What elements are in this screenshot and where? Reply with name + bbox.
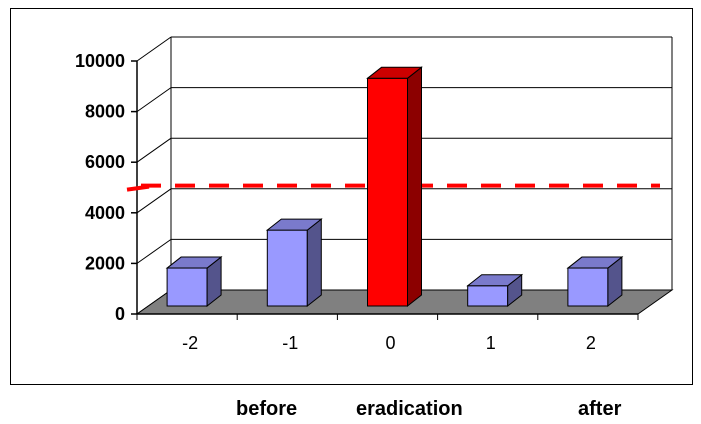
label-before: before [236,398,298,420]
xtick-label-1: -1 [282,333,298,353]
threshold-line-front-stub [126,184,150,192]
bar-0 [166,267,208,307]
bar-2 [367,77,408,307]
label-eradication: eradication [356,398,463,420]
label-after: after [578,398,622,420]
gridline-side-3 [136,137,172,163]
gridline-side-2 [136,188,172,214]
ytick-label-1: 2000 [85,253,125,273]
bar-top-4 [566,256,624,269]
bar-side-1 [306,218,322,308]
ytick-label-3: 6000 [85,152,125,172]
gridline-side-4 [136,87,172,113]
bar-4 [567,267,609,307]
xtick-label-3: 1 [486,333,496,353]
gridline-side-1 [136,238,172,264]
bar-top-2 [366,66,423,79]
xtick-label-4: 2 [586,333,596,353]
bar-top-0 [165,256,223,269]
ytick-label-4: 8000 [85,102,125,122]
bar-top-3 [466,274,524,287]
chart-frame [10,8,693,385]
bar-3 [467,285,509,307]
gridline-side-5 [136,36,172,62]
bar-side-2 [407,66,422,308]
xtick-label-0: -2 [182,333,198,353]
bar-1 [266,229,308,307]
ytick-label-0: 0 [115,304,125,324]
ytick-label-2: 4000 [85,203,125,223]
ytick-label-5: 10000 [75,51,125,71]
bar-top-1 [265,218,323,231]
xtick-label-2: 0 [385,333,395,353]
